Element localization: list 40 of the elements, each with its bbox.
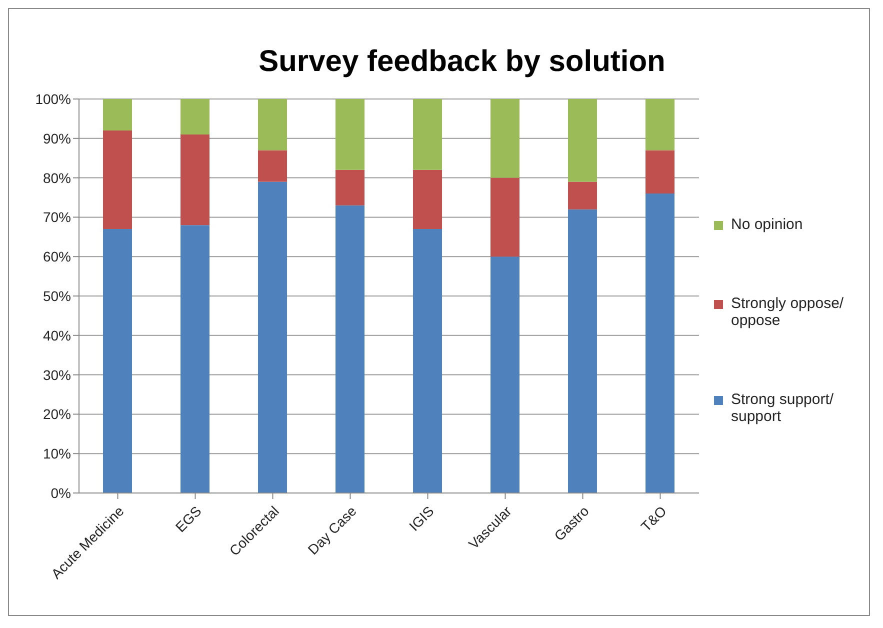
bar <box>336 99 364 170</box>
bar <box>180 134 210 226</box>
y-tick-label: 50% <box>42 288 71 304</box>
bar <box>180 225 210 493</box>
bar <box>258 182 287 493</box>
x-tick-label: T&O <box>638 502 670 534</box>
legend-label: No opinion <box>731 216 804 232</box>
bar <box>568 209 597 493</box>
bar <box>336 170 364 206</box>
bar <box>258 99 287 150</box>
bar <box>413 99 442 170</box>
bar <box>336 205 364 493</box>
bar <box>103 99 132 131</box>
bar <box>646 150 674 194</box>
bar <box>413 229 442 493</box>
bar <box>490 256 520 493</box>
y-tick-label: 80% <box>42 170 71 186</box>
bar <box>103 229 132 493</box>
bar <box>103 130 132 230</box>
y-tick-label: 90% <box>42 130 71 146</box>
y-tick-label: 100% <box>35 90 71 107</box>
y-tick-label: 30% <box>42 366 71 383</box>
bar <box>413 170 442 230</box>
chart-title: Survey feedback by solution <box>258 45 666 79</box>
y-tick-label: 60% <box>42 248 71 265</box>
bar <box>568 182 597 210</box>
bar <box>490 178 520 257</box>
bar <box>258 150 287 182</box>
y-tick-label: 20% <box>42 406 71 422</box>
bar <box>646 99 674 150</box>
y-tick-label: 40% <box>42 327 71 344</box>
bar <box>646 194 674 493</box>
legend-label: Strongly oppose/ oppose <box>731 294 845 328</box>
bar <box>490 99 520 178</box>
y-tick-label: 70% <box>42 209 71 226</box>
bar <box>180 99 210 134</box>
y-tick-label: 0% <box>50 484 71 501</box>
legend-label: Strong support/ support <box>731 390 835 424</box>
bar <box>568 99 597 182</box>
y-tick-label: 10% <box>42 446 71 462</box>
